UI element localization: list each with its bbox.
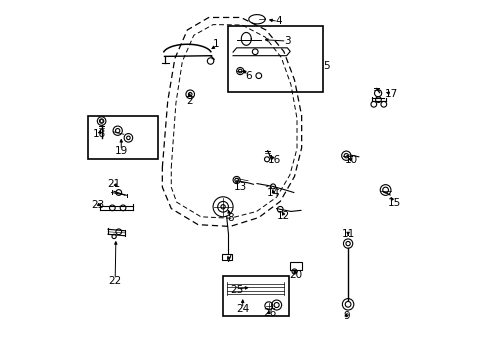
- Bar: [222, 254, 232, 260]
- Text: 19: 19: [114, 147, 128, 157]
- Text: 22: 22: [108, 276, 122, 286]
- Text: 26: 26: [263, 308, 276, 318]
- Text: 24: 24: [236, 304, 249, 314]
- Text: 20: 20: [289, 270, 302, 280]
- Text: 10: 10: [345, 156, 358, 165]
- Text: 9: 9: [342, 311, 349, 321]
- Text: 11: 11: [341, 229, 354, 239]
- Text: 17: 17: [384, 89, 397, 99]
- Text: 1: 1: [212, 39, 219, 49]
- Text: 6: 6: [244, 71, 251, 81]
- Text: 21: 21: [107, 179, 121, 189]
- Bar: [228, 26, 323, 93]
- Text: 15: 15: [387, 198, 400, 208]
- Text: 18: 18: [93, 129, 106, 139]
- Text: 4: 4: [275, 16, 281, 26]
- Text: 14: 14: [266, 188, 279, 198]
- Text: 8: 8: [226, 212, 233, 222]
- Text: 7: 7: [224, 253, 231, 264]
- Bar: [88, 116, 157, 159]
- Text: 23: 23: [91, 200, 104, 210]
- Text: 5: 5: [323, 61, 329, 71]
- Bar: [290, 262, 301, 270]
- Text: 25: 25: [230, 285, 244, 295]
- Text: 2: 2: [185, 96, 192, 107]
- Bar: [223, 276, 288, 316]
- Text: 12: 12: [277, 211, 290, 221]
- Text: 3: 3: [284, 36, 290, 46]
- Text: 16: 16: [268, 156, 281, 165]
- Text: 13: 13: [234, 182, 247, 192]
